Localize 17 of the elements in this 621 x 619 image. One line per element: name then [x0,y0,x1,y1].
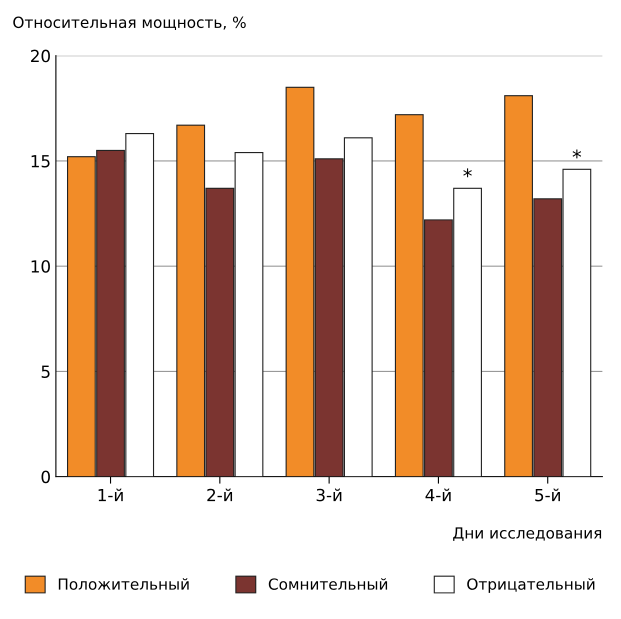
data-label: * [463,168,472,178]
x-tick-label: 2-й [207,488,232,502]
data-label: * [572,149,582,158]
legend-label: Отрицательный [467,578,594,593]
legend-label: Сомнительный [268,578,388,590]
x-tick-label: 1-й [98,488,123,502]
x-axis-title: Дни исследования [453,527,602,541]
x-tick-label: 5-й [535,488,560,502]
y-tick-label: 0 [42,470,50,484]
y-axis-title: Относительная мощность, % [13,16,246,30]
y-tick-label: 20 [31,50,50,62]
y-tick-label: 15 [32,155,50,168]
legend-label: Положительный [58,578,189,590]
y-tick-label: 5 [42,366,50,378]
x-tick-label: 3-й [316,488,342,502]
y-tick-label: 10 [32,260,50,273]
x-tick-label: 4-й [426,488,451,502]
